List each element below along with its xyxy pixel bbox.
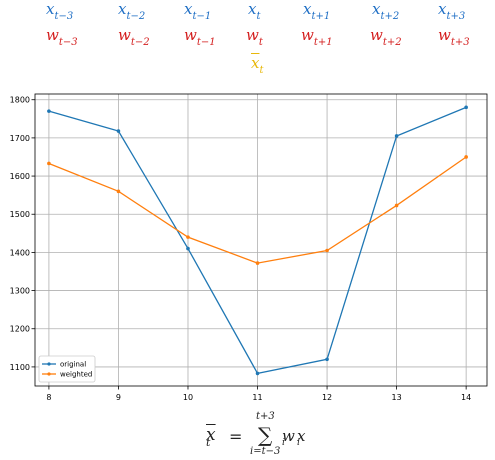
y-tick-label: 1200 xyxy=(10,325,30,334)
y-tick-label: 1100 xyxy=(10,363,30,372)
sum-upper-limit: t+3 xyxy=(256,411,275,422)
w-symbol: wt−3 xyxy=(46,26,78,48)
x-tick-label: 14 xyxy=(461,393,471,402)
data-point-weighted xyxy=(325,248,329,253)
data-point-weighted xyxy=(464,155,468,159)
legend-marker-original xyxy=(47,362,51,366)
legend-box xyxy=(38,355,96,383)
data-point-weighted xyxy=(47,161,51,166)
y-tick-label: 1300 xyxy=(10,287,30,296)
data-point-weighted xyxy=(394,203,399,208)
x-symbol: xt−2 xyxy=(118,0,146,22)
y-tick-label: 1700 xyxy=(10,134,30,143)
y-tick-label: 1400 xyxy=(10,248,30,257)
data-point-original xyxy=(116,129,121,133)
legend-label-original: original xyxy=(60,361,86,369)
x-symbol: xt xyxy=(248,0,261,22)
plot-frame xyxy=(34,93,488,387)
x-tick-label: 11 xyxy=(252,393,262,402)
series-lines xyxy=(47,105,468,376)
w-symbol: wt−1 xyxy=(184,26,216,48)
y-tick-label: 1600 xyxy=(10,172,30,181)
x-symbol: xt+3 xyxy=(438,0,466,22)
x-tick-label: 13 xyxy=(392,393,402,402)
legend-marker-weighted xyxy=(47,372,51,376)
w-symbol: wt+3 xyxy=(438,26,470,48)
data-point-original xyxy=(464,105,468,110)
w-symbol: wt+2 xyxy=(370,26,402,48)
data-point-original xyxy=(394,134,399,138)
sum-symbol: ∑ xyxy=(258,423,273,447)
x-symbol: xt−3 xyxy=(46,0,74,22)
y-tick-label: 1500 xyxy=(10,210,30,219)
data-point-original xyxy=(325,357,329,362)
data-point-weighted xyxy=(116,189,121,194)
data-point-original xyxy=(186,246,190,251)
legend-label-weighted: weighted xyxy=(60,371,92,379)
axis-ticks: 8 9 10 11 12 13 14 1100 1200 1300 1400 1500 1600 1700… xyxy=(10,96,472,402)
data-point-weighted xyxy=(186,235,190,239)
chart-legend: original weighted xyxy=(38,355,96,383)
sum-lower-limit: i=t−3 xyxy=(250,446,281,457)
x-tick-label: 9 xyxy=(116,393,121,402)
w-symbol: wt−2 xyxy=(118,26,150,48)
x-symbol: xt+1 xyxy=(303,0,331,22)
line-chart: 8 9 10 11 12 13 14 1100 1200 1300 1400 1500 1600 1700… xyxy=(10,93,488,402)
data-point-original xyxy=(47,109,51,113)
w-symbol: wt xyxy=(246,26,263,48)
formula-equals: = xyxy=(229,427,243,446)
data-point-original xyxy=(255,371,260,376)
data-point-weighted xyxy=(255,261,260,265)
grid-lines xyxy=(35,94,487,386)
y-tick-label: 1800 xyxy=(10,96,30,105)
w-symbol: wt+1 xyxy=(301,26,333,48)
x-tick-label: 8 xyxy=(46,393,51,402)
xbar-symbol: xt xyxy=(251,54,264,76)
x-tick-label: 10 xyxy=(183,393,193,402)
x-symbol: xt−1 xyxy=(184,0,212,22)
x-tick-label: 12 xyxy=(322,393,332,402)
x-symbol: xt+2 xyxy=(372,0,400,22)
